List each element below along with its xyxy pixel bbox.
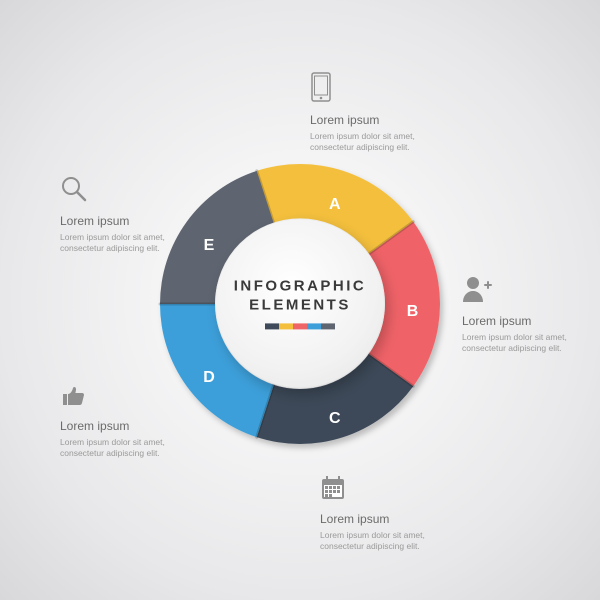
- callout-c: Lorem ipsum Lorem ipsum dolor sit amet, c…: [320, 475, 440, 553]
- callout-body: Lorem ipsum dolor sit amet, consectetur …: [320, 530, 440, 553]
- center-title-line1: INFOGRAPHIC: [234, 278, 367, 295]
- center-disc: INFOGRAPHIC ELEMENTS: [215, 218, 385, 388]
- callout-title: Lorem ipsum: [320, 512, 440, 526]
- callout-body: Lorem ipsum dolor sit amet, consectetur …: [60, 437, 180, 460]
- color-swatches: [265, 323, 335, 329]
- search-icon: [60, 175, 180, 208]
- calendar-icon: [320, 475, 440, 506]
- callout-title: Lorem ipsum: [60, 419, 180, 433]
- callout-title: Lorem ipsum: [310, 113, 430, 127]
- segment-letter-a: A: [329, 196, 341, 214]
- infographic-stage: INFOGRAPHIC ELEMENTS ABCDE Lorem ipsumLo…: [0, 0, 600, 600]
- callout-e: Lorem ipsum Lorem ipsum dolor sit amet, c…: [60, 175, 180, 255]
- thumbs-up-icon: [60, 382, 180, 413]
- callout-title: Lorem ipsum: [462, 314, 582, 328]
- callout-a: Lorem ipsum Lorem ipsum dolor sit amet, c…: [310, 72, 430, 154]
- center-title-line2: ELEMENTS: [249, 296, 351, 313]
- add-user-icon: [462, 275, 582, 308]
- swatch-4: [321, 323, 335, 329]
- callout-body: Lorem ipsum dolor sit amet, consectetur …: [462, 332, 582, 355]
- swatch-2: [293, 323, 307, 329]
- callout-body: Lorem ipsum dolor sit amet, consectetur …: [310, 131, 430, 154]
- segment-letter-c: C: [329, 410, 341, 428]
- callout-body: Lorem ipsum dolor sit amet, consectetur …: [60, 232, 180, 255]
- segment-letter-b: B: [407, 303, 419, 321]
- callout-title: Lorem ipsum: [60, 214, 180, 228]
- swatch-3: [307, 323, 321, 329]
- callout-b: Lorem ipsum Lorem ipsum dolor sit amet, c…: [462, 275, 582, 355]
- segment-letter-e: E: [204, 237, 215, 255]
- segment-letter-d: D: [203, 369, 215, 387]
- callout-d: Lorem ipsum Lorem ipsum dolor sit amet, c…: [60, 382, 180, 460]
- phone-icon: [310, 72, 430, 107]
- swatch-1: [279, 323, 293, 329]
- center-title: INFOGRAPHIC ELEMENTS: [234, 278, 367, 316]
- swatch-0: [265, 323, 279, 329]
